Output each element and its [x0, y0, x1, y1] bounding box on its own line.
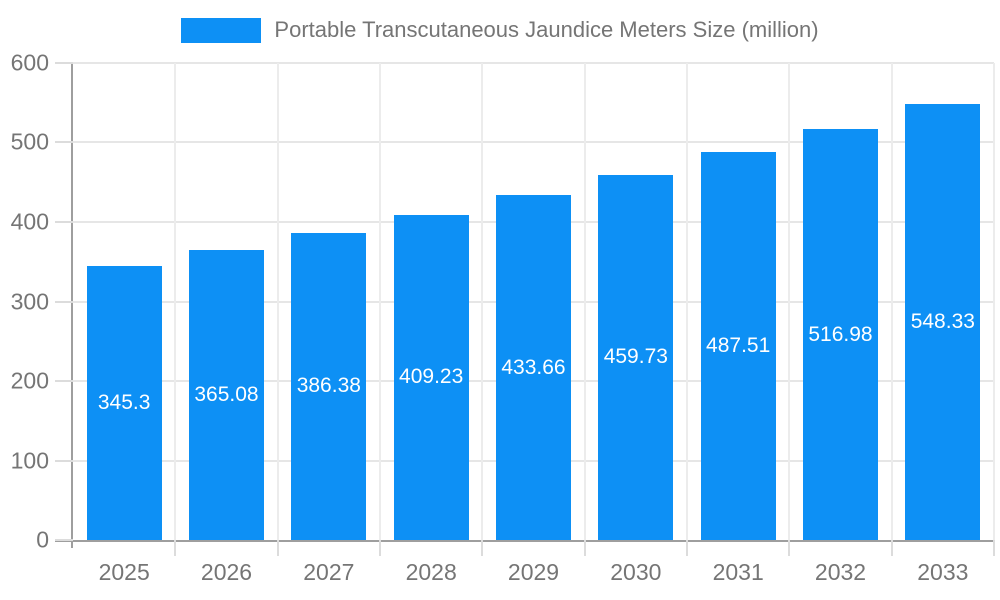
x-axis-label: 2030: [610, 559, 662, 585]
x-axis-tick: [583, 540, 586, 556]
h-gridline: [73, 141, 994, 144]
x-axis-label: 2025: [98, 559, 150, 585]
x-axis-tick: [276, 540, 279, 556]
bar[interactable]: 433.66: [496, 195, 571, 540]
bar-value-label: 548.33: [910, 310, 975, 334]
bar-value-label: 459.73: [603, 345, 668, 369]
h-gridline: [73, 62, 994, 64]
plot-area: 0 100 200 300 400 500 600 345.3 2025 365.08 2026 38…: [11, 50, 995, 585]
x-axis-tick: [993, 540, 995, 556]
y-axis-label: 0: [36, 526, 49, 553]
y-axis-tick: [55, 141, 73, 144]
bar-value-label: 345.3: [97, 390, 151, 414]
v-gridline: [481, 63, 484, 540]
y-axis-label: 500: [10, 128, 49, 155]
x-axis-tick: [174, 540, 177, 556]
x-axis-tick: [788, 540, 791, 556]
bar[interactable]: 516.98: [803, 129, 878, 540]
y-axis-tick: [55, 539, 73, 541]
bar-value-label: 516.98: [808, 322, 873, 346]
x-axis-label: 2031: [712, 559, 764, 585]
bar-value-label: 409.23: [399, 365, 464, 389]
v-gridline: [583, 63, 586, 540]
x-axis-line: [55, 540, 994, 542]
v-gridline: [890, 63, 893, 540]
x-axis-label: 2027: [303, 559, 355, 585]
legend-swatch-icon: [181, 17, 262, 43]
x-axis-label: 2029: [507, 559, 560, 585]
v-gridline: [378, 63, 381, 540]
bar-value-label: 487.51: [706, 334, 771, 358]
bar[interactable]: 548.33: [905, 104, 981, 540]
x-axis-tick: [685, 540, 688, 556]
y-axis-label: 100: [10, 447, 49, 473]
bar-value-label: 365.08: [194, 382, 259, 406]
x-axis-label: 2026: [200, 559, 253, 585]
bar-value-label: 433.66: [501, 355, 566, 379]
y-axis-tick: [55, 379, 73, 382]
y-axis-tick: [55, 459, 73, 462]
bar[interactable]: 487.51: [700, 152, 776, 540]
y-axis-label: 300: [10, 288, 49, 314]
bar-value-label: 386.38: [296, 374, 361, 398]
x-axis-tick: [378, 540, 381, 556]
bar[interactable]: 365.08: [189, 249, 264, 540]
y-axis-line: [71, 63, 73, 548]
v-gridline: [174, 63, 177, 540]
legend-label: Portable Transcutaneous Jaundice Meters …: [274, 17, 819, 42]
v-gridline: [993, 63, 995, 540]
y-axis-label: 600: [10, 49, 49, 76]
x-axis-label: 2033: [917, 559, 969, 585]
v-gridline: [276, 63, 279, 540]
x-axis-label: 2028: [405, 559, 457, 585]
y-axis-tick: [55, 220, 73, 223]
v-gridline: [788, 63, 791, 540]
x-axis-tick: [481, 540, 484, 556]
y-axis-label: 200: [10, 367, 49, 394]
bar[interactable]: 345.3: [86, 265, 162, 540]
x-axis-tick: [890, 540, 893, 556]
y-axis-tick: [55, 300, 73, 303]
chart-legend[interactable]: Portable Transcutaneous Jaundice Meters …: [0, 16, 1000, 44]
bar[interactable]: 386.38: [291, 232, 367, 540]
y-axis-tick: [55, 62, 73, 64]
v-gridline: [685, 63, 688, 540]
y-axis-label: 400: [10, 208, 49, 235]
bar[interactable]: 459.73: [598, 174, 674, 540]
bar[interactable]: 409.23: [393, 214, 469, 540]
x-axis-label: 2032: [814, 559, 867, 585]
